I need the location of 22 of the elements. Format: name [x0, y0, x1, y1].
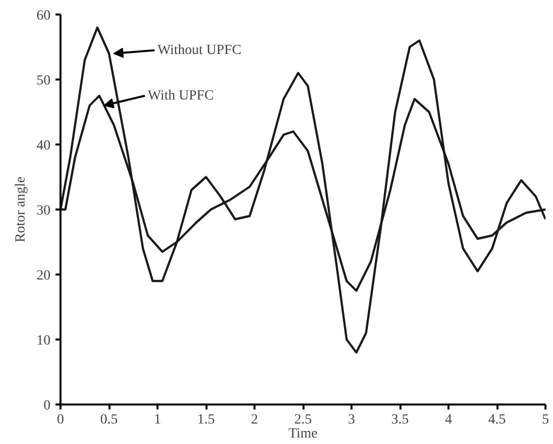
y-tick-label: 50 — [36, 74, 50, 88]
y-tick-label: 0 — [44, 398, 50, 414]
x-tick-label: 2 — [251, 412, 258, 428]
x-tick-label: 0 — [57, 412, 64, 428]
x-tick-label: 4.5 — [488, 412, 506, 428]
x-tick-label: 3 — [348, 412, 355, 428]
y-tick-label: 40 — [36, 138, 50, 154]
x-tick-label: 0.5 — [100, 412, 118, 428]
x-tick-label: 3.5 — [391, 412, 409, 428]
y-axis-title: Rotor angle — [14, 176, 28, 242]
annotation: Without UPFC — [158, 42, 242, 58]
x-tick-label: 5 — [542, 412, 549, 428]
y-tick-label: 60 — [36, 8, 50, 24]
y-tick-label: 10 — [36, 334, 50, 348]
x-axis-title: Time — [288, 426, 318, 442]
x-tick-label: 2.5 — [294, 412, 312, 428]
y-tick-label: 20 — [36, 268, 50, 284]
x-tick-label: 4 — [445, 412, 452, 428]
y-tick-label: 30 — [36, 204, 50, 218]
x-tick-label: 1 — [154, 412, 161, 428]
x-tick-label: 1.5 — [197, 412, 215, 428]
annotation: With UPFC — [148, 88, 214, 104]
